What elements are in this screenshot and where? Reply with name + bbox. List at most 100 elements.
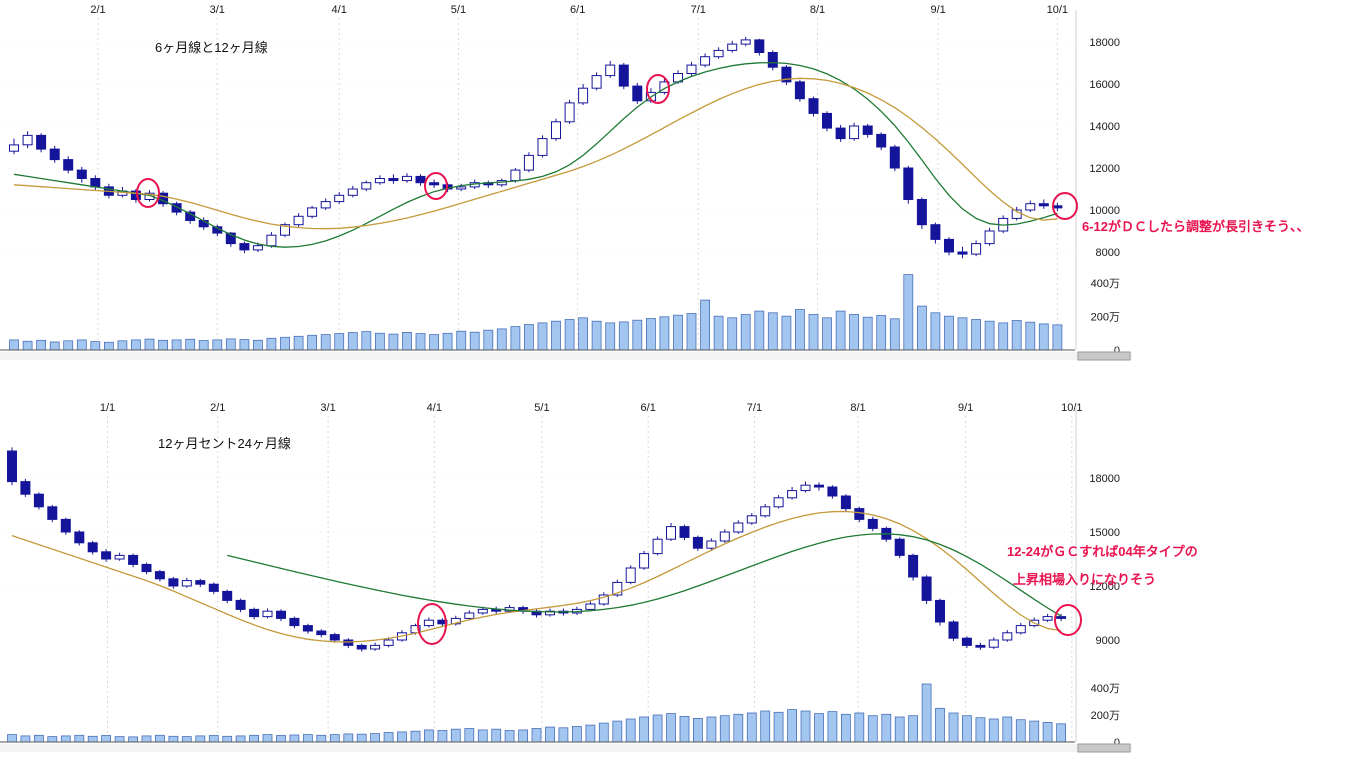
volume-bar	[948, 712, 959, 743]
candle-up	[402, 175, 412, 182]
candle-up	[639, 553, 650, 569]
candle-down	[889, 146, 900, 169]
chart-scrollbar-thumb[interactable]	[1077, 743, 1131, 753]
volume-bar	[320, 334, 331, 351]
candle-up	[773, 497, 784, 508]
volume-bar	[510, 326, 521, 351]
volume-bar	[930, 312, 941, 351]
ma-line-ma_orange	[13, 77, 1058, 230]
chart-scrollbar-track[interactable]	[0, 352, 1132, 360]
candle-up	[361, 182, 372, 190]
candle-up	[605, 64, 616, 77]
volume-bar	[666, 713, 676, 743]
volume-bar	[564, 319, 575, 351]
volume-bar	[483, 329, 494, 351]
candle-down	[794, 81, 805, 100]
volume-bar	[781, 315, 792, 351]
volume-bar	[252, 339, 263, 351]
candle-up	[374, 178, 385, 184]
volume-bar	[469, 331, 480, 351]
date-label: 4/1	[332, 4, 347, 16]
volume-bar	[881, 713, 892, 743]
candle-up	[984, 230, 995, 245]
candle-down	[840, 495, 851, 510]
volume-bar	[429, 334, 440, 351]
volume-bar	[266, 337, 277, 351]
volume-bar	[383, 732, 394, 743]
volume-bar	[652, 714, 663, 743]
candle-up	[760, 506, 771, 517]
candle-up	[666, 526, 676, 540]
volume-bar	[181, 736, 192, 743]
candle-up	[1042, 616, 1053, 621]
date-label: 5/1	[451, 4, 466, 16]
volume-bar	[814, 713, 824, 743]
candle-up	[971, 243, 982, 255]
volume-bar	[464, 728, 475, 743]
date-label: 2/1	[210, 402, 225, 414]
ma-line-ma_orange	[11, 510, 1062, 643]
candle-up	[612, 581, 623, 596]
candle-up	[22, 134, 33, 146]
candle-up	[988, 639, 999, 648]
candle-down	[7, 450, 17, 483]
volume-bar	[397, 731, 407, 743]
chart-scrollbar-thumb[interactable]	[1077, 351, 1131, 361]
candle-down	[854, 508, 865, 520]
volume-bar	[537, 322, 548, 351]
candle-down	[944, 238, 954, 253]
candle-down	[225, 232, 236, 245]
candle-up	[464, 612, 475, 619]
candle-down	[835, 127, 846, 140]
volume-bar	[262, 734, 273, 743]
volume-bar	[971, 319, 981, 351]
candle-down	[618, 64, 629, 87]
candle-down	[171, 203, 182, 213]
candle-up	[740, 39, 751, 45]
candle-down	[130, 190, 141, 201]
volume-bar	[962, 715, 972, 743]
volume-bar	[1002, 716, 1013, 743]
date-label: 2/1	[90, 4, 105, 16]
volume-bar	[693, 718, 703, 743]
candle-down	[975, 644, 986, 648]
volume-bar	[760, 710, 771, 743]
chart-scrollbar-track[interactable]	[0, 744, 1132, 752]
candle-up	[585, 603, 596, 610]
volume-bar	[141, 735, 152, 743]
candle-up	[456, 186, 467, 190]
date-label: 7/1	[691, 4, 706, 16]
volume-bar	[302, 734, 313, 743]
volume-bar	[356, 733, 367, 743]
candle-down	[154, 571, 165, 580]
volume-bar	[36, 339, 46, 351]
volume-bar	[280, 336, 290, 351]
volume-bar	[423, 729, 434, 743]
volume-bar	[22, 340, 33, 351]
volume-bar	[618, 321, 629, 351]
candle-down	[921, 576, 932, 601]
volume-bar	[984, 320, 995, 351]
volume-bar	[1038, 323, 1049, 351]
date-label: 5/1	[534, 402, 549, 414]
volume-bar	[20, 735, 31, 743]
volume-bar	[76, 339, 87, 351]
volume-bar	[370, 733, 381, 743]
volume-bar	[198, 340, 209, 351]
date-label: 7/1	[747, 402, 762, 414]
volume-bar	[686, 313, 697, 351]
volume-bar	[47, 736, 58, 743]
top-chart-title: 6ヶ月線と12ヶ月線	[155, 40, 268, 55]
bottom-chart-annotation-line1: 12-24がＧＣすれば04年タイプの	[1007, 544, 1198, 559]
volume-bar	[343, 733, 354, 743]
volume-bar	[822, 317, 832, 351]
volume-bar	[450, 728, 461, 743]
candle-down	[1052, 205, 1063, 209]
volume-bar	[225, 338, 236, 351]
volume-bar	[854, 712, 865, 743]
volume-bar	[1052, 324, 1063, 351]
candle-down	[1038, 203, 1049, 207]
candle-up	[564, 102, 575, 123]
ma-line-ma_green	[227, 533, 1062, 617]
